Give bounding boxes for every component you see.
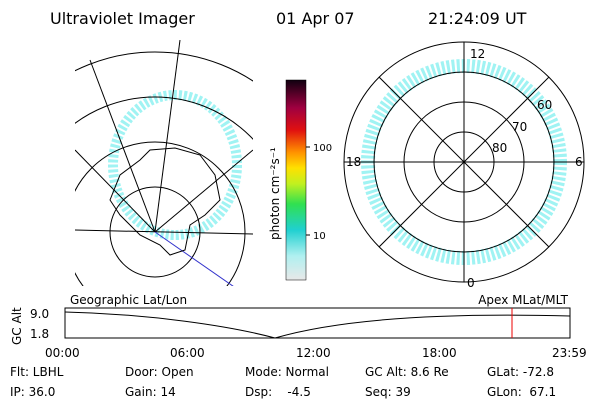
footer-field: GLat: -72.8 [487, 365, 554, 379]
mlt-label: 0 [467, 276, 475, 290]
orbit-y-tick: 9.0 [30, 307, 49, 321]
lat-label: 70 [512, 120, 527, 134]
colorbar [285, 79, 307, 281]
footer-field: GLon: 67.1 [487, 385, 556, 399]
orbit-x-tick: 18:00 [422, 346, 457, 360]
colorbar-label: photon cm⁻²s⁻¹ [268, 147, 282, 240]
orbit-x-tick: 23:59 [552, 346, 587, 360]
footer-field: Gain: 14 [125, 385, 176, 399]
geo-map [75, 40, 253, 286]
lat-label: 60 [537, 98, 552, 112]
orbit-y-tick: 1.8 [30, 327, 49, 341]
footer-field: Mode: Normal [245, 365, 329, 379]
instrument: Ultraviolet Imager [50, 9, 195, 28]
orbit-x-tick: 06:00 [170, 346, 205, 360]
orbit-right-label: Apex MLat/MLT [478, 293, 568, 307]
mlt-label: 18 [346, 155, 361, 169]
date: 01 Apr 07 [276, 9, 355, 28]
time: 21:24:09 UT [428, 9, 527, 28]
colorbar-tick: 10 [313, 231, 326, 242]
footer-field: Flt: LBHL [10, 365, 64, 379]
footer-field: GC Alt: 8.6 Re [365, 365, 449, 379]
lat-label: 80 [492, 141, 507, 155]
orbit-x-tick: 12:00 [296, 346, 331, 360]
footer: Flt: LBHL Door: Open Mode: Normal GC Alt: 8… [10, 365, 556, 399]
orbit-left-label: Geographic Lat/Lon [70, 293, 187, 307]
mlt-label: 6 [575, 155, 583, 169]
footer-field: Dsp: -4.5 [245, 385, 311, 399]
orbit-x-tick: 00:00 [45, 346, 80, 360]
polar-plot [343, 41, 585, 283]
orbit-y-label: GC Alt [10, 307, 24, 345]
footer-field: IP: 36.0 [10, 385, 55, 399]
orbit-box [64, 307, 571, 339]
orbit-curve [64, 311, 571, 339]
colorbar-tick: 100 [313, 143, 332, 154]
mlt-label: 12 [470, 47, 485, 61]
footer-field: Seq: 39 [365, 385, 411, 399]
footer-field: Door: Open [125, 365, 194, 379]
